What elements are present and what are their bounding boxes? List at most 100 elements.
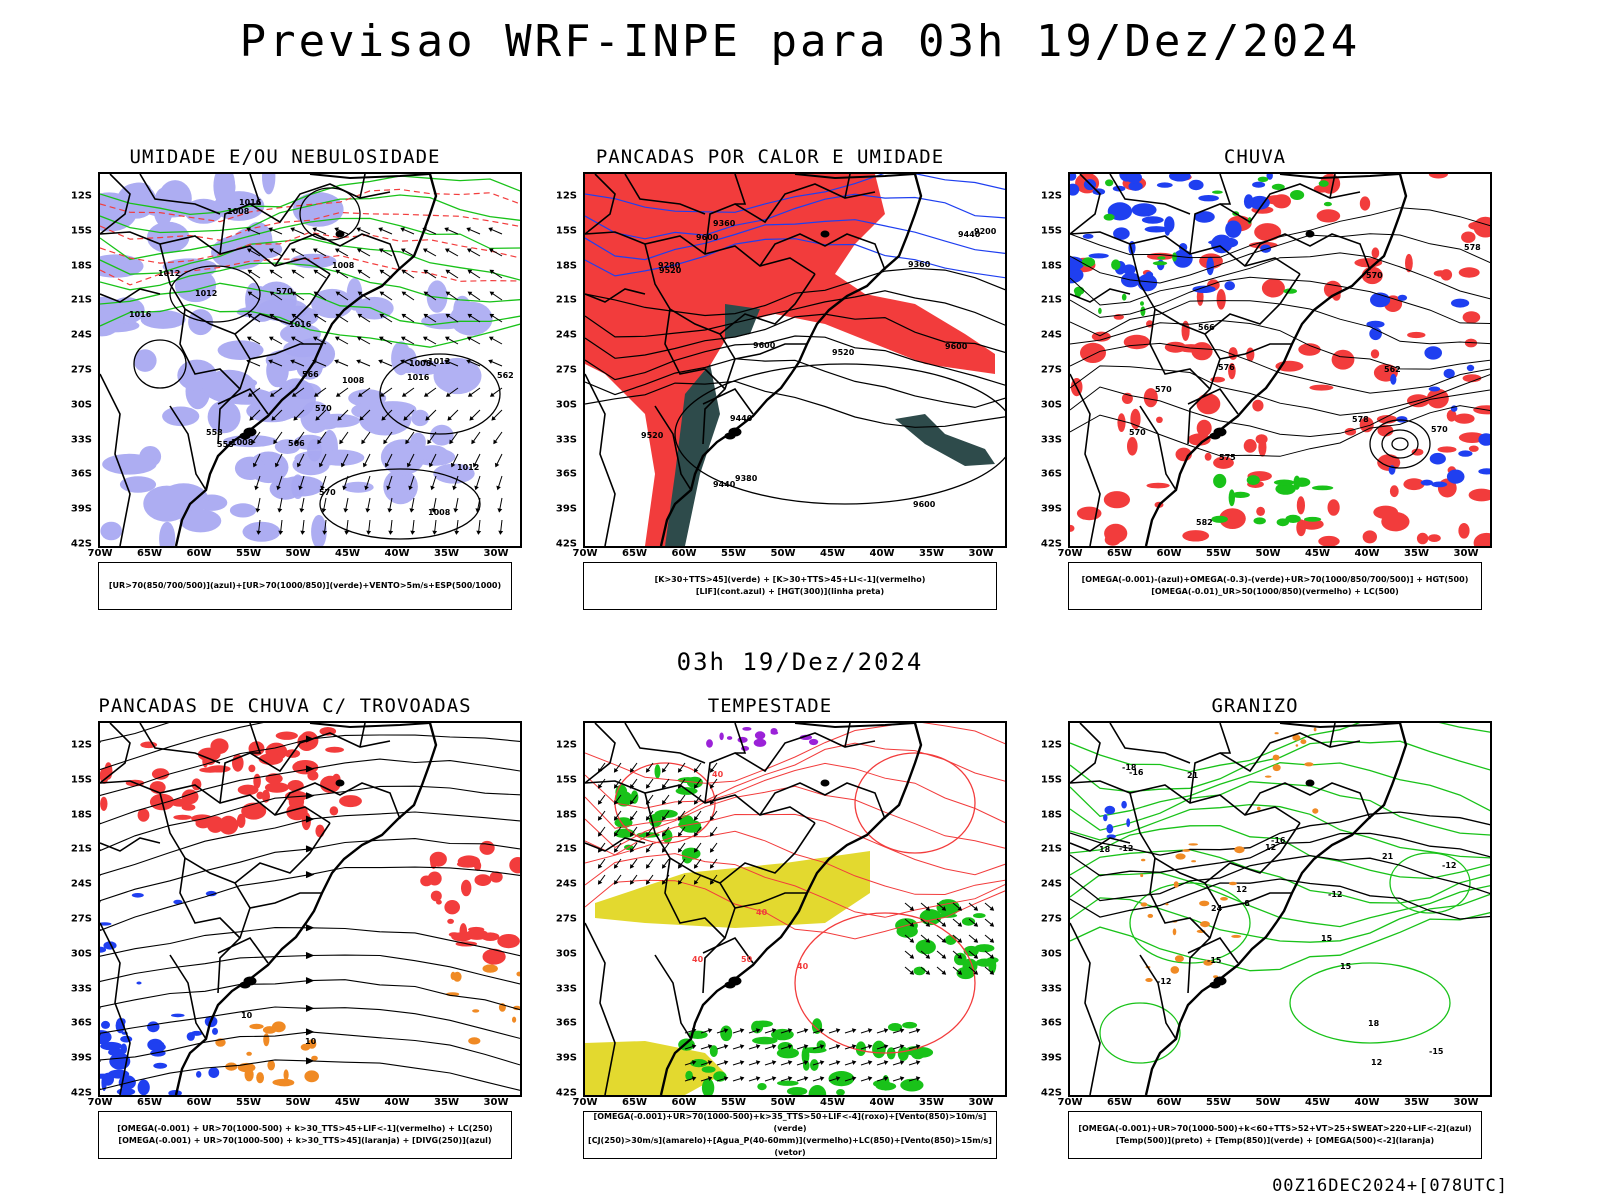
shaded-field bbox=[1366, 292, 1490, 488]
shade-blob bbox=[1165, 903, 1169, 906]
shade-blob bbox=[1211, 515, 1228, 523]
contour-label: -8 bbox=[1241, 899, 1250, 908]
wind-arrow-head bbox=[803, 1028, 809, 1034]
wind-arrow-head bbox=[661, 863, 667, 869]
shade-blob bbox=[218, 815, 239, 835]
shade-blob bbox=[450, 301, 493, 336]
wind-arrow-head bbox=[925, 906, 931, 911]
state-border bbox=[1329, 723, 1336, 748]
wind-arrow-head bbox=[909, 938, 915, 943]
wind-arrow-head bbox=[290, 248, 296, 253]
wind-arrow-head bbox=[851, 1076, 857, 1082]
shade-blob bbox=[1228, 363, 1236, 380]
shade-blob bbox=[1178, 243, 1188, 252]
wind-arrow-head bbox=[973, 970, 979, 975]
wind-arrow-head bbox=[313, 392, 319, 397]
wind-arrow-head bbox=[366, 530, 372, 535]
contour-label: 9280 bbox=[658, 261, 681, 270]
wind-arrow-head bbox=[400, 248, 406, 253]
shade-blob bbox=[158, 483, 209, 516]
shade-blob bbox=[654, 764, 661, 779]
shade-blob bbox=[468, 1037, 481, 1045]
wind-arrow-head bbox=[423, 291, 429, 296]
wind-arrow-head bbox=[321, 508, 327, 513]
wind-arrow-head bbox=[445, 313, 451, 319]
shade-blob bbox=[1243, 194, 1254, 209]
legend-line: [OMEGA(-0.001) + UR>70(1000-500) + k>30_… bbox=[118, 1136, 492, 1145]
y-tick-label: 24S bbox=[555, 329, 577, 341]
wind-arrow-head bbox=[335, 392, 341, 397]
shade-blob bbox=[1327, 499, 1340, 516]
y-tick-label: 42S bbox=[555, 538, 577, 550]
shade-blob bbox=[383, 469, 418, 505]
wind-arrow-head bbox=[405, 439, 410, 445]
shade-blob bbox=[1080, 342, 1106, 363]
contour-label: 575 bbox=[1219, 453, 1236, 462]
state-border bbox=[234, 822, 331, 884]
wind-arrow-head bbox=[693, 783, 699, 789]
state-border bbox=[1219, 723, 1232, 754]
main-title: Previsao WRF-INPE para 03h 19/Dez/2024 bbox=[239, 16, 1361, 67]
streamline-arrow bbox=[305, 1004, 315, 1012]
state-border bbox=[217, 387, 269, 415]
shade-blob bbox=[131, 893, 144, 898]
shade-blob bbox=[1390, 373, 1397, 385]
contour-line bbox=[585, 879, 1005, 940]
closed-contour bbox=[1099, 1002, 1181, 1064]
contour-label: 9520 bbox=[659, 266, 682, 275]
wind-vectors bbox=[246, 227, 504, 535]
legend-line: [LIF](cont.azul) + [HGT(300)](linha pret… bbox=[695, 587, 885, 596]
shade-blob bbox=[1304, 762, 1314, 767]
shade-blob bbox=[1478, 468, 1490, 475]
shade-blob bbox=[1146, 482, 1170, 489]
y-tick-label: 21S bbox=[1040, 843, 1062, 855]
y-axis-labels: 12S 15S 18S 21S 24S 27S 30S 33S 36S 39S 42S bbox=[535, 172, 581, 550]
shade-blob bbox=[1433, 270, 1448, 277]
wind-arrow-head bbox=[899, 1044, 905, 1050]
shade-blob bbox=[709, 1045, 718, 1057]
shade-blob bbox=[726, 736, 733, 740]
contour-label: 40 bbox=[692, 955, 704, 964]
wind-arrow-head bbox=[709, 815, 715, 821]
shade-blob bbox=[1156, 182, 1173, 188]
state-border bbox=[702, 936, 754, 964]
shade-blob bbox=[474, 874, 492, 886]
shade-blob bbox=[1309, 384, 1334, 391]
contour-line bbox=[1070, 878, 1490, 920]
shade-blob bbox=[1070, 524, 1075, 532]
shade-blob bbox=[754, 731, 766, 740]
wind-arrow-head bbox=[661, 847, 667, 853]
legend-box: [K>30+TTS>45](verde) + [K>30+TTS>45+LI<-… bbox=[583, 562, 997, 610]
shade-blob bbox=[828, 1071, 855, 1087]
wind-arrow-head bbox=[957, 906, 963, 911]
wind-arrow-head bbox=[597, 879, 603, 885]
wind-arrow-head bbox=[320, 485, 325, 491]
shade-blob bbox=[1473, 405, 1490, 415]
shade-blob bbox=[1295, 744, 1299, 747]
shade-blob bbox=[975, 958, 994, 967]
x-tick-label: 60W bbox=[671, 548, 697, 559]
streamline bbox=[100, 1006, 520, 1039]
wind-arrow-head bbox=[709, 879, 715, 885]
wind-arrow-head bbox=[315, 416, 320, 421]
state-border bbox=[734, 174, 747, 205]
wind-arrow-head bbox=[251, 439, 256, 445]
shade-blob bbox=[1461, 231, 1476, 243]
wind-arrow-head bbox=[957, 922, 963, 927]
shade-blob bbox=[1373, 505, 1399, 519]
shade-blob bbox=[127, 182, 151, 197]
state-border bbox=[844, 723, 851, 748]
legend-box: [OMEGA(-0.001)+UR>70(1000-500)+k>35_TTS>… bbox=[583, 1111, 997, 1159]
closed-contours bbox=[674, 363, 1005, 505]
contour-lines bbox=[585, 174, 1005, 279]
state-border bbox=[704, 183, 876, 255]
wind-arrow-head bbox=[941, 954, 947, 959]
wind-arrow-head bbox=[957, 970, 963, 975]
state-border bbox=[249, 723, 262, 754]
wind-arrow-head bbox=[677, 863, 683, 869]
contour-label: -16 bbox=[1129, 768, 1144, 777]
contour-label: 24 bbox=[1211, 904, 1223, 913]
wind-arrow-head bbox=[312, 227, 317, 232]
streamline bbox=[100, 1059, 520, 1091]
shade-blob bbox=[1206, 256, 1214, 276]
